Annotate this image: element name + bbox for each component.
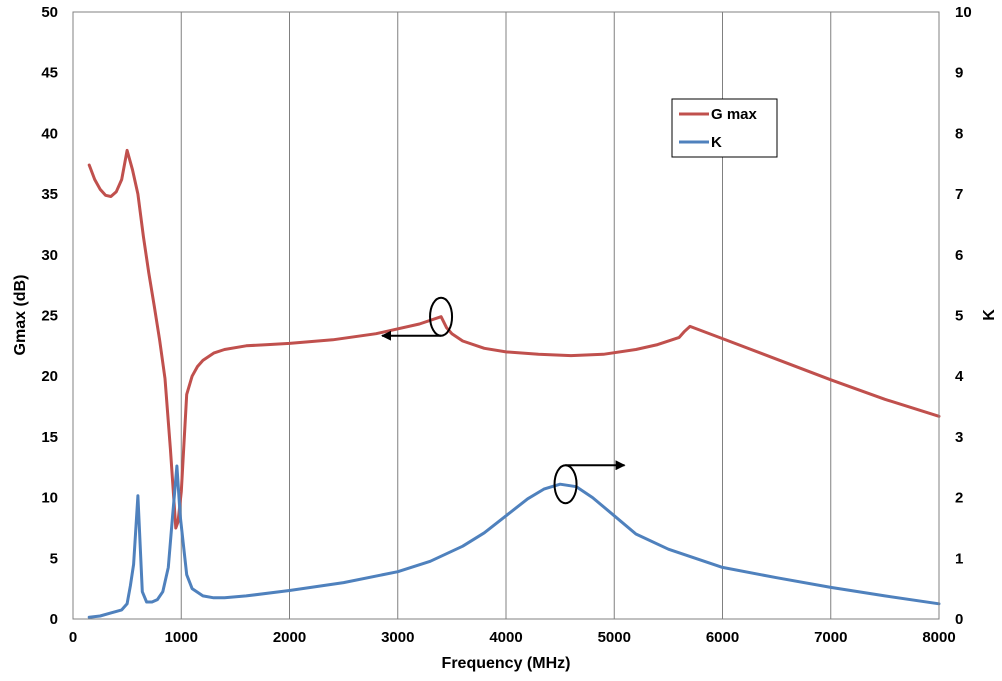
y-right-tick-label: 4 — [955, 368, 964, 385]
y-right-tick-label: 10 — [955, 4, 972, 21]
x-tick-label: 3000 — [381, 629, 414, 646]
y-left-tick-label: 5 — [50, 550, 58, 567]
y-right-tick-label: 3 — [955, 429, 963, 446]
y-left-tick-labels: 0 5 10 15 20 25 30 35 40 45 50 — [41, 4, 58, 628]
grid — [180, 12, 832, 619]
x-tick-labels: 0 1000 2000 3000 4000 5000 6000 7000 8000 — [69, 629, 956, 646]
y-left-axis-title: Gmax (dB) — [12, 275, 29, 356]
y-right-tick-label: 1 — [955, 550, 963, 567]
plot-frame — [72, 11, 940, 620]
x-tick-label: 2000 — [273, 629, 306, 646]
legend-box — [671, 98, 778, 158]
y-left-tick-label: 20 — [41, 368, 58, 385]
y-left-tick-label: 45 — [41, 65, 58, 82]
legend: G max K — [671, 98, 778, 158]
x-tick-label: 6000 — [706, 629, 739, 646]
y-left-tick-label: 10 — [41, 490, 58, 507]
y-right-tick-labels: 0 1 2 3 4 5 6 7 8 9 10 — [955, 4, 972, 628]
x-tick-label: 5000 — [598, 629, 631, 646]
y-left-tick-label: 15 — [41, 429, 58, 446]
y-right-tick-label: 2 — [955, 490, 963, 507]
y-right-tick-label: 6 — [955, 247, 963, 264]
series-line-k — [87, 464, 941, 619]
x-tick-label: 8000 — [922, 629, 955, 646]
annotations — [381, 296, 626, 505]
legend-label-gmax: G max — [711, 106, 758, 123]
y-left-tick-label: 35 — [41, 186, 58, 203]
y-right-tick-label: 0 — [955, 611, 963, 628]
y-right-tick-label: 5 — [955, 308, 963, 325]
series-line-gmax — [87, 148, 941, 530]
x-tick-label: 4000 — [489, 629, 522, 646]
series-layer — [87, 148, 941, 619]
y-left-tick-label: 50 — [41, 4, 58, 21]
y-right-tick-label: 7 — [955, 186, 963, 203]
y-right-tick-label: 8 — [955, 125, 963, 142]
x-tick-label: 1000 — [165, 629, 198, 646]
x-tick-label: 0 — [69, 629, 77, 646]
y-left-tick-label: 25 — [41, 308, 58, 325]
y-left-tick-label: 30 — [41, 247, 58, 264]
y-right-axis-title: K — [981, 309, 998, 321]
x-tick-label: 7000 — [814, 629, 847, 646]
y-left-tick-label: 40 — [41, 125, 58, 142]
y-right-tick-label: 9 — [955, 65, 963, 82]
legend-label-k: K — [711, 134, 722, 151]
y-left-tick-label: 0 — [50, 611, 58, 628]
x-axis-title: Frequency (MHz) — [442, 655, 571, 672]
